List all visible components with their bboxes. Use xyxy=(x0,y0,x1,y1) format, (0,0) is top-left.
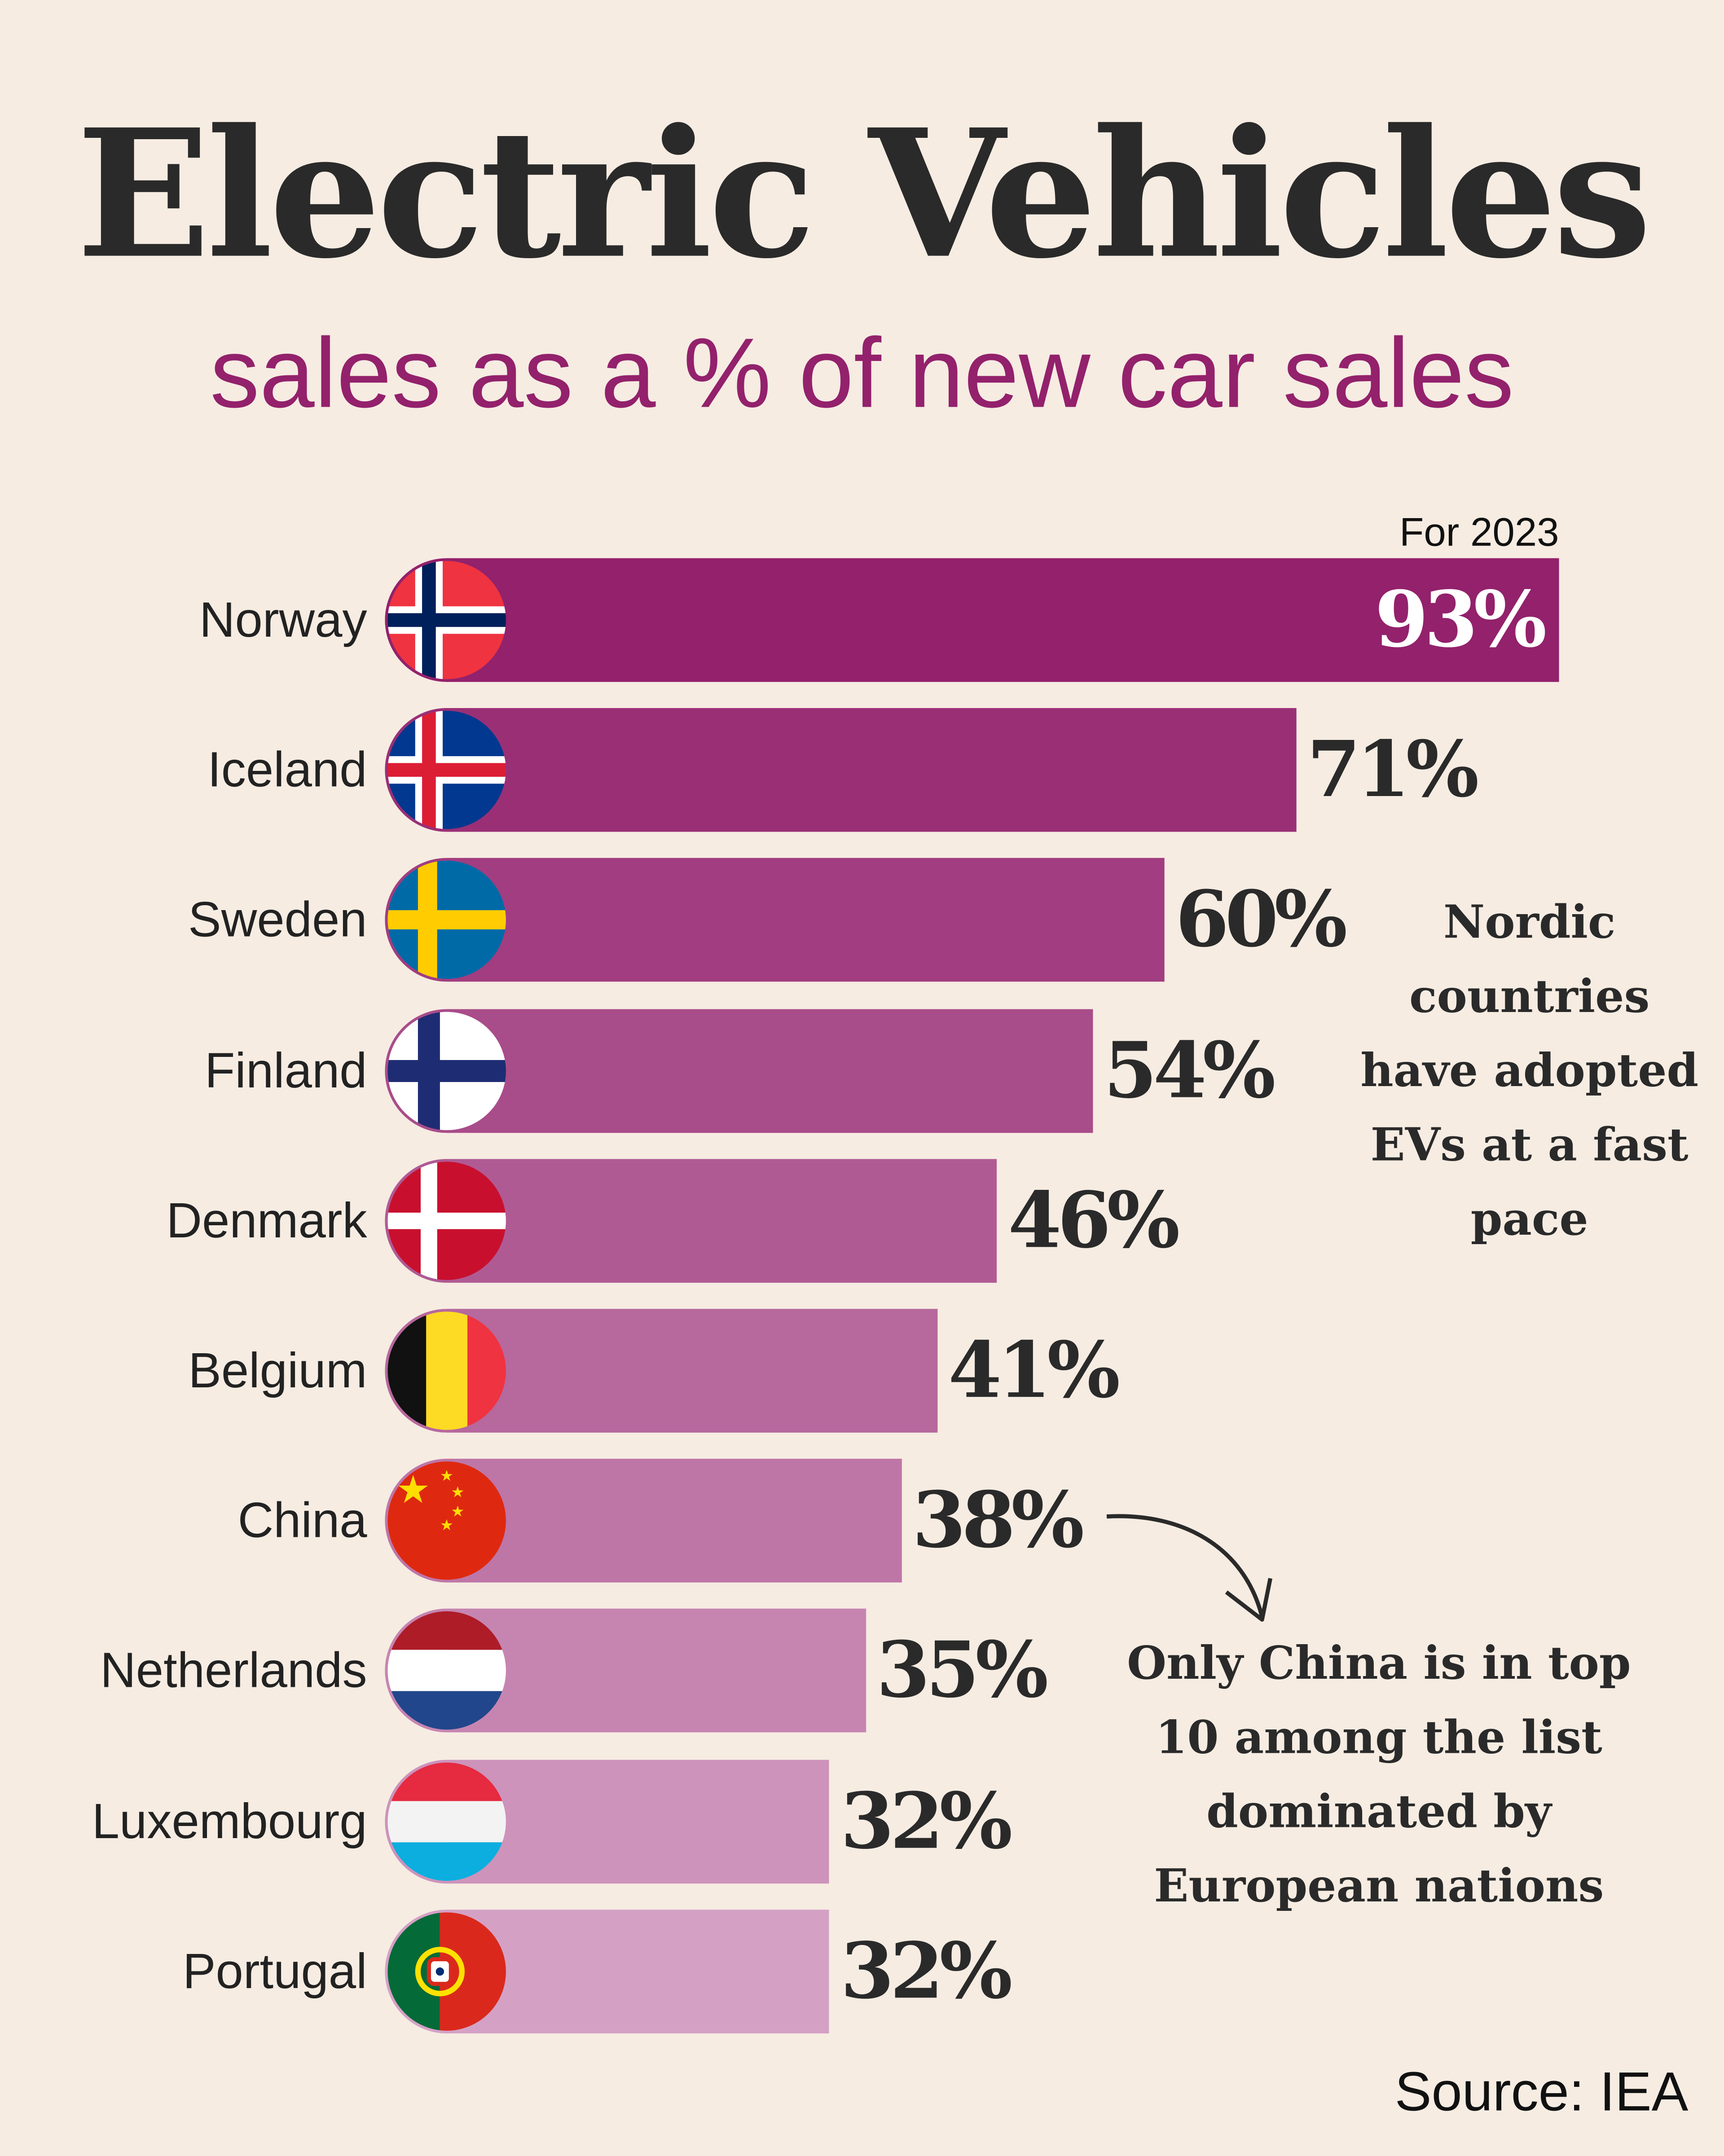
netherlands-flag-icon xyxy=(385,1609,509,1733)
annotation-line: EVs at a fast xyxy=(1370,1118,1689,1171)
category-label: Sweden xyxy=(188,891,367,948)
annotation-line: have adopted xyxy=(1360,1043,1699,1097)
annotation-line: Only China is in top xyxy=(1127,1636,1631,1690)
category-label: Belgium xyxy=(188,1342,367,1399)
category-label: China xyxy=(237,1492,367,1549)
bar-portugal xyxy=(447,1909,830,2033)
category-label: Norway xyxy=(199,591,367,648)
svg-text:★: ★ xyxy=(451,1484,464,1501)
category-label: Luxembourg xyxy=(92,1792,367,1849)
denmark-flag-icon xyxy=(385,1158,509,1283)
category-label: Portugal xyxy=(182,1942,367,1999)
svg-text:★: ★ xyxy=(396,1469,431,1512)
bar-norway xyxy=(447,558,1559,682)
category-label: Denmark xyxy=(166,1192,367,1248)
annotation-line: dominated by xyxy=(1206,1784,1552,1839)
data-label: 41% xyxy=(948,1325,1120,1417)
bar-sweden xyxy=(447,858,1165,982)
luxembourg-flag-icon xyxy=(385,1759,509,1883)
category-label: Finland xyxy=(205,1041,367,1098)
bar-netherlands xyxy=(447,1609,866,1733)
china-annotation: Only China is in top 10 among the list d… xyxy=(1118,1627,1640,1923)
sweden-flag-icon xyxy=(385,858,509,982)
annotation-line: European nations xyxy=(1154,1859,1604,1913)
data-label: 46% xyxy=(1008,1175,1180,1266)
data-label: 93% xyxy=(1375,574,1547,666)
chart-subtitle: sales as a % of new car sales xyxy=(210,319,1514,429)
nordic-annotation: Nordic countries have adopted EVs at a f… xyxy=(1354,885,1705,1257)
annotation-line: Nordic xyxy=(1443,895,1616,949)
data-label: 35% xyxy=(876,1625,1048,1716)
china-flag-icon: ★ ★ ★ ★ ★ xyxy=(385,1459,509,1583)
bar-finland xyxy=(447,1008,1093,1133)
belgium-flag-icon xyxy=(385,1309,509,1433)
data-label: 71% xyxy=(1307,725,1479,816)
bar-denmark xyxy=(447,1158,997,1283)
annotation-line: countries xyxy=(1409,969,1650,1023)
data-label: 54% xyxy=(1104,1025,1275,1116)
data-label: 38% xyxy=(912,1475,1084,1566)
svg-text:★: ★ xyxy=(440,1468,453,1485)
period-note: For 2023 xyxy=(1399,511,1559,556)
data-label: 32% xyxy=(840,1926,1012,2017)
bar-belgium xyxy=(447,1309,937,1433)
bar-iceland xyxy=(447,708,1296,832)
annotation-line: pace xyxy=(1470,1192,1588,1246)
bar-china xyxy=(447,1459,902,1583)
category-label: Iceland xyxy=(207,741,367,798)
source-note: Source: IEA xyxy=(1394,2062,1689,2123)
category-label: Netherlands xyxy=(100,1642,367,1699)
svg-text:★: ★ xyxy=(440,1518,453,1534)
chart-title: Electric Vehicles xyxy=(76,92,1652,299)
data-label: 60% xyxy=(1175,875,1347,966)
norway-flag-icon xyxy=(385,558,509,682)
finland-flag-icon xyxy=(385,1008,509,1133)
data-label: 32% xyxy=(840,1776,1012,1867)
iceland-flag-icon xyxy=(385,708,509,832)
svg-text:★: ★ xyxy=(451,1504,464,1520)
portugal-flag-icon xyxy=(385,1909,509,2033)
annotation-line: 10 among the list xyxy=(1155,1710,1602,1764)
bar-luxembourg xyxy=(447,1759,830,1883)
